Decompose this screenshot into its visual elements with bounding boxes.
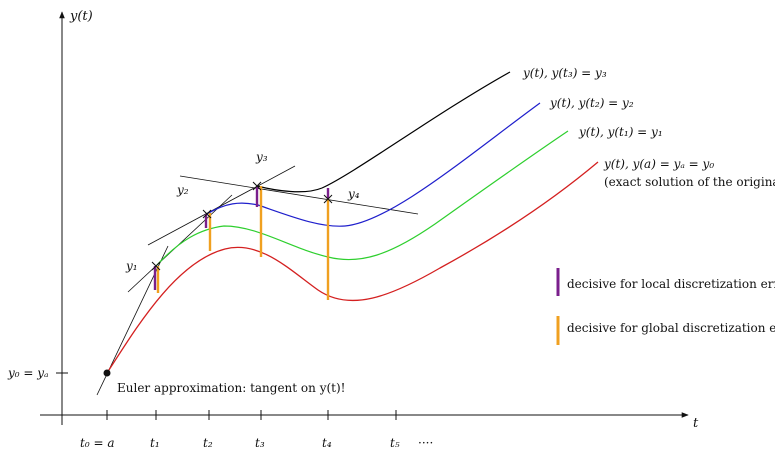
euler-label-y3: y₃ [255, 150, 268, 164]
x-axis-label: t [693, 416, 699, 431]
ya-label: y₀ = yₐ [7, 366, 49, 380]
curve-label-y0: y(t), y(a) = yₐ = y₀ [603, 157, 714, 171]
euler-point-2 [202, 209, 212, 219]
start-point [103, 369, 111, 377]
x-ticks [106, 410, 397, 420]
curve-y1 [155, 130, 569, 267]
global-error-bars [156, 186, 330, 300]
y-axis-label: y(t) [69, 9, 93, 24]
euler-label-y1: y₁ [125, 259, 138, 273]
exact-solution-note: (exact solution of the original IVP) [604, 175, 775, 189]
euler-points [151, 181, 333, 271]
euler-label-y2: y₂ [176, 183, 189, 197]
euler-note: Euler approximation: tangent on y(t)! [117, 381, 345, 395]
legend-label-global: decisive for global discretization error [567, 321, 775, 335]
tick-label-t2: t₂ [203, 436, 213, 450]
curve-y3 [256, 71, 511, 193]
euler-label-y4: y₄ [347, 187, 360, 201]
tangent-line-3 [147, 165, 296, 246]
local-error-bars [153, 187, 330, 290]
euler-point-3 [252, 181, 262, 191]
curve-label-y1: y(t), y(t₁) = y₁ [578, 125, 663, 139]
curve-label-y3: y(t), y(t₃) = y₃ [522, 66, 607, 80]
euler-point-1 [151, 261, 161, 271]
tick-label-t1: t₁ [150, 436, 160, 450]
curve-y2 [206, 102, 541, 227]
tick-label-t3: t₃ [255, 436, 265, 450]
curve-y0-exact [106, 161, 599, 374]
tick-label-dots: ···· [418, 436, 433, 450]
tick-label-t4: t₄ [322, 436, 332, 450]
tangent-line-4 [179, 175, 419, 215]
legend: decisive for local discretization error … [556, 268, 775, 345]
tick-label-t5: t₅ [390, 436, 400, 450]
legend-label-local: decisive for local discretization error [567, 277, 775, 291]
euler-point-4 [323, 194, 333, 204]
curve-label-y2: y(t), y(t₂) = y₂ [549, 96, 634, 110]
tick-label-t0: t₀ = a [80, 436, 114, 450]
